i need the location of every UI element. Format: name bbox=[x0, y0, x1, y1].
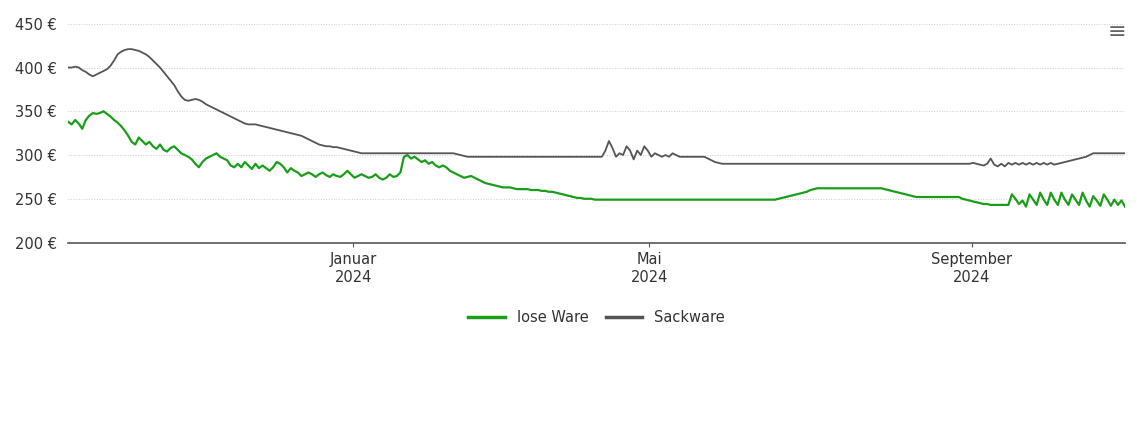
Legend: lose Ware, Sackware: lose Ware, Sackware bbox=[463, 304, 731, 331]
Text: ≡: ≡ bbox=[1108, 22, 1126, 42]
